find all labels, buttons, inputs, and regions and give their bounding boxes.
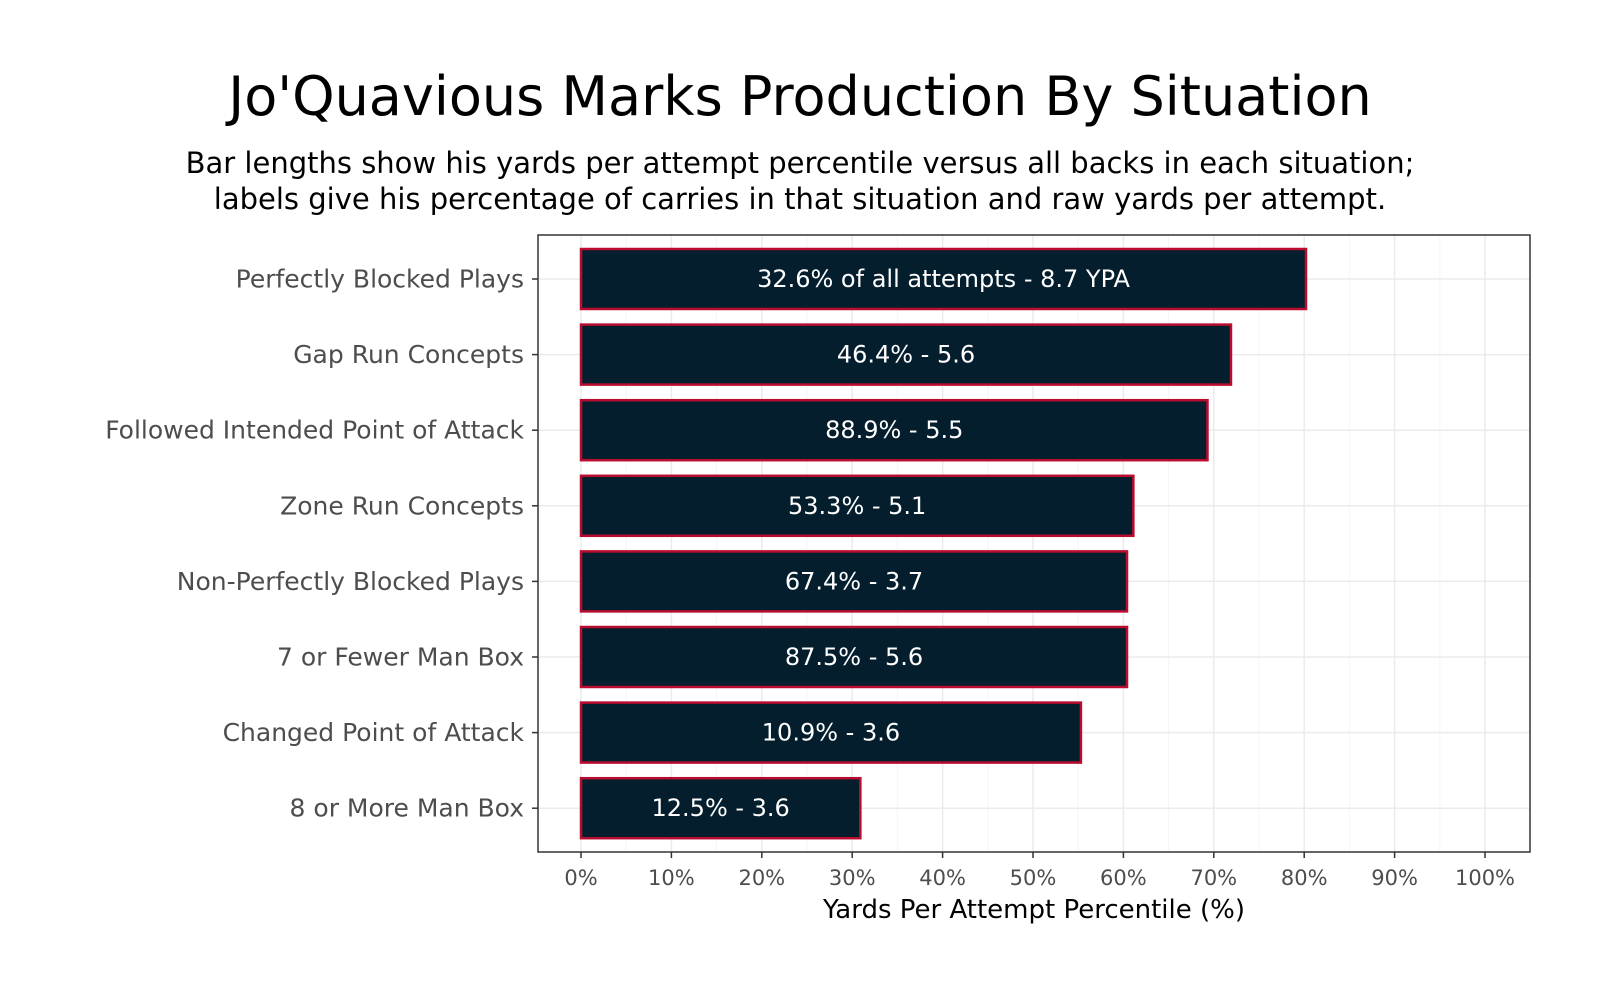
bars: 32.6% of all attempts - 8.7 YPA 46.4% - 5… — [579, 247, 1308, 840]
y-tick-label: Zone Run Concepts — [280, 491, 524, 520]
y-tick-label: Gap Run Concepts — [293, 340, 524, 369]
bar-data-label: 53.3% - 5.1 — [788, 492, 926, 520]
bar-data-label: 67.4% - 3.7 — [785, 567, 923, 595]
bar-data-label: 87.5% - 5.6 — [785, 643, 923, 671]
bar — [579, 625, 1129, 689]
y-tick-label: Non-Perfectly Blocked Plays — [177, 567, 524, 596]
bar — [579, 776, 862, 840]
y-tick-label: Followed Intended Point of Attack — [105, 416, 524, 445]
bar — [579, 398, 1209, 462]
bar-data-label: 88.9% - 5.5 — [825, 416, 963, 444]
panel-border — [537, 234, 1531, 853]
bar — [579, 474, 1135, 538]
bar-data-label: 10.9% - 3.6 — [762, 719, 900, 747]
y-tick-label: 8 or More Man Box — [290, 794, 524, 823]
bar — [579, 323, 1233, 386]
chart-subtitle-line-1: Bar lengths show his yards per attempt p… — [185, 146, 1415, 180]
y-tick-label: Perfectly Blocked Plays — [236, 265, 524, 294]
x-tick-label: 100% — [1455, 866, 1515, 890]
chart-title: Jo'Quavious Marks Production By Situatio… — [228, 65, 1372, 128]
x-tick-label: 60% — [1100, 866, 1147, 890]
x-tick-label: 90% — [1371, 866, 1418, 890]
x-tick-label: 40% — [919, 866, 966, 890]
chart-subtitle-line-2: labels give his percentage of carries in… — [213, 182, 1387, 216]
x-tick-label: 20% — [738, 866, 785, 890]
bar — [579, 247, 1308, 311]
x-tick-label: 30% — [829, 866, 876, 890]
x-tick-label: 80% — [1281, 866, 1328, 890]
y-tick-label: Changed Point of Attack — [223, 718, 525, 747]
bar — [579, 550, 1129, 613]
x-tick-label: 70% — [1190, 866, 1237, 890]
axes: Perfectly Blocked Plays Gap Run Concepts F… — [105, 265, 1515, 891]
y-tick-label: 7 or Fewer Man Box — [277, 643, 524, 672]
x-tick-label: 0% — [564, 866, 597, 890]
bar-data-label: 46.4% - 5.6 — [837, 341, 975, 369]
bar-data-label: 32.6% of all attempts - 8.7 YPA — [757, 265, 1130, 293]
bar — [579, 701, 1083, 764]
x-tick-label: 10% — [648, 866, 695, 890]
bar-data-label: 12.5% - 3.6 — [652, 794, 790, 822]
x-tick-label: 50% — [1010, 866, 1057, 890]
x-axis-title: Yards Per Attempt Percentile (%) — [822, 895, 1245, 925]
